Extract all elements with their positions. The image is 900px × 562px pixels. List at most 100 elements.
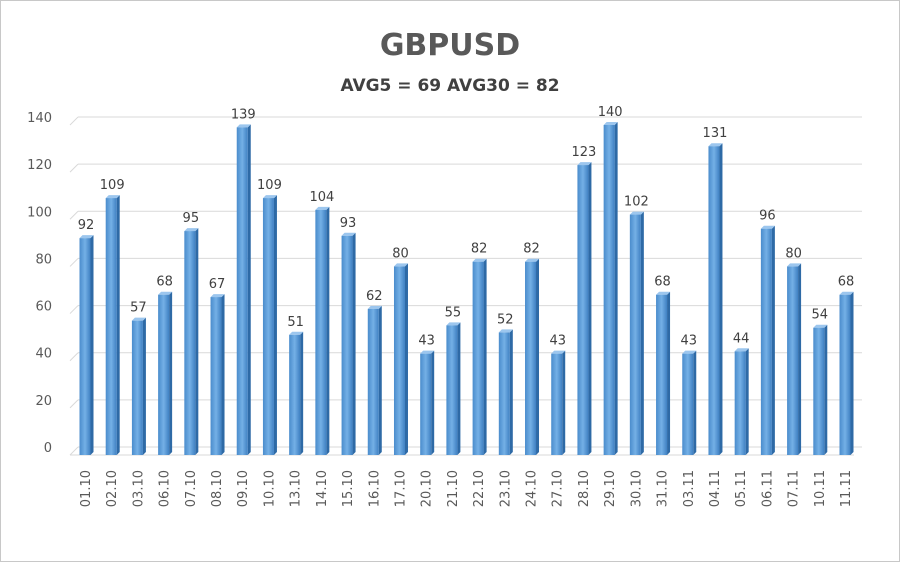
- bar-side: [667, 291, 671, 455]
- bar: [603, 125, 615, 455]
- bar-top: [184, 228, 199, 232]
- bar-side: [483, 258, 487, 455]
- bar-top: [210, 294, 225, 298]
- x-tick-label: 21.10: [446, 470, 461, 507]
- bar: [210, 297, 222, 455]
- bar-top: [315, 206, 330, 210]
- x-tick-label: 10.10: [262, 470, 277, 507]
- data-label: 95: [183, 211, 200, 226]
- y-tick-label: 20: [35, 394, 52, 409]
- x-tick-label: 24.10: [525, 470, 540, 507]
- x-tick-label: 15.10: [341, 470, 356, 507]
- bar-top: [79, 235, 94, 239]
- bar-top: [577, 162, 592, 166]
- bar-side: [142, 317, 146, 455]
- bar-top: [498, 329, 513, 333]
- bar-side: [300, 331, 304, 455]
- data-label: 67: [209, 277, 226, 292]
- x-tick-label: 31.10: [656, 470, 671, 507]
- y-tick-label: 120: [27, 158, 52, 173]
- bar-side: [90, 235, 94, 455]
- data-label: 52: [497, 312, 514, 327]
- bar-top: [367, 305, 382, 309]
- bar-side: [221, 294, 225, 455]
- bar-top: [262, 195, 277, 199]
- bar-top: [760, 225, 775, 229]
- x-tick-label: 27.10: [551, 470, 566, 507]
- data-label: 80: [392, 246, 409, 261]
- data-label: 55: [445, 305, 462, 320]
- x-tick-label: 02.10: [105, 470, 120, 507]
- x-tick-label: 11.11: [839, 470, 854, 507]
- bar: [446, 325, 458, 455]
- x-tick-label: 20.10: [420, 470, 435, 507]
- bar: [525, 261, 537, 455]
- bar-side: [116, 195, 120, 456]
- data-label: 109: [100, 178, 125, 193]
- data-label: 80: [785, 246, 802, 261]
- x-tick-label: 22.10: [472, 470, 487, 507]
- bar-side: [431, 350, 435, 455]
- bar-top: [682, 350, 697, 354]
- bar-side: [798, 263, 802, 455]
- bar: [315, 209, 327, 455]
- bar-top: [420, 350, 435, 354]
- bar-top: [787, 263, 802, 267]
- bar-side: [326, 206, 330, 455]
- data-label: 68: [838, 275, 855, 290]
- x-tick-label: 03.11: [682, 470, 697, 507]
- gridline: [69, 352, 79, 362]
- bar-top: [734, 348, 749, 352]
- x-tick-label: 07.11: [787, 470, 802, 507]
- x-tick-label: 14.10: [315, 470, 330, 507]
- x-tick-label: 06.11: [760, 470, 775, 507]
- gridline: [69, 305, 79, 314]
- bar: [577, 165, 589, 456]
- data-label: 96: [759, 209, 776, 224]
- bar-side: [693, 350, 697, 455]
- bar-top: [131, 317, 146, 321]
- bar: [79, 238, 91, 455]
- bar-top: [393, 263, 408, 267]
- x-tick-label: 30.10: [629, 470, 644, 507]
- bar-side: [771, 225, 775, 455]
- y-tick-label: 60: [35, 300, 52, 315]
- gridline: [69, 446, 79, 456]
- bar: [236, 127, 248, 455]
- bar: [289, 334, 301, 455]
- x-tick-label: 29.10: [603, 470, 618, 507]
- bar-side: [509, 329, 513, 455]
- x-tick-label: 04.11: [708, 470, 723, 507]
- y-tick-label: 0: [44, 441, 52, 456]
- bar-side: [404, 263, 408, 455]
- bar-side: [378, 305, 382, 455]
- bar: [551, 353, 563, 455]
- bar-side: [719, 143, 723, 455]
- bar: [341, 235, 353, 455]
- bar-side: [614, 122, 618, 455]
- bar: [498, 332, 510, 455]
- bar-top: [839, 291, 854, 295]
- bar-top: [341, 232, 356, 236]
- data-label: 93: [340, 216, 357, 231]
- bar-side: [562, 350, 566, 455]
- x-tick-label: 09.10: [236, 470, 251, 507]
- gridline: [69, 258, 79, 267]
- bar: [105, 198, 117, 456]
- bar-top: [603, 122, 618, 125]
- data-label: 44: [733, 331, 750, 346]
- bar-top: [656, 291, 671, 295]
- data-label: 68: [156, 275, 173, 290]
- data-label: 92: [78, 218, 95, 233]
- bar: [262, 198, 274, 456]
- x-tick-label: 08.10: [210, 470, 225, 507]
- bar-top: [629, 211, 644, 215]
- bar: [656, 294, 668, 455]
- gridline: [69, 210, 79, 220]
- x-tick-label: 13.10: [289, 470, 304, 507]
- x-tick-label: 05.11: [734, 470, 749, 507]
- data-label: 82: [523, 242, 540, 257]
- bar: [708, 146, 720, 455]
- y-tick-label: 100: [27, 205, 52, 220]
- data-label: 139: [231, 107, 256, 122]
